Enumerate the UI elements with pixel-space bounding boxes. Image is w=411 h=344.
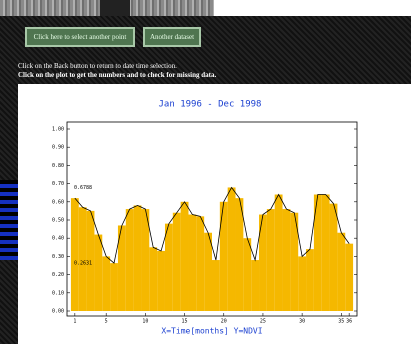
y-tick-label: 0.90 bbox=[52, 145, 64, 151]
bar bbox=[126, 209, 134, 311]
bar bbox=[134, 205, 142, 311]
bar bbox=[173, 213, 181, 311]
chart: Jan 1996 - Dec 1998 X=Time[months] Y=NDV… bbox=[0, 0, 411, 344]
bar bbox=[212, 260, 220, 311]
y-tick-label: 0.00 bbox=[52, 309, 64, 315]
bar bbox=[228, 187, 236, 311]
extreme-label: 0.2631 bbox=[74, 261, 92, 267]
x-axis-label: X=Time[months] Y=NDVI bbox=[161, 327, 262, 336]
bar bbox=[220, 202, 228, 311]
page: Click here to select another point Anoth… bbox=[0, 0, 411, 344]
y-tick-label: 0.40 bbox=[52, 236, 64, 242]
bar bbox=[337, 233, 345, 311]
chart-title: Jan 1996 - Dec 1998 bbox=[159, 100, 262, 110]
bar bbox=[236, 198, 244, 311]
bar bbox=[149, 247, 157, 311]
bar bbox=[110, 263, 118, 311]
bar bbox=[165, 224, 173, 311]
bar bbox=[306, 249, 314, 311]
y-tick-label: 0.20 bbox=[52, 272, 64, 278]
x-tick-label: 36 bbox=[346, 319, 352, 325]
bar bbox=[243, 238, 251, 311]
bar bbox=[322, 195, 330, 311]
bar bbox=[283, 209, 291, 311]
bar bbox=[275, 195, 283, 311]
x-tick-label: 15 bbox=[182, 319, 188, 325]
x-tick-label: 10 bbox=[142, 319, 148, 325]
bar bbox=[79, 207, 87, 311]
x-tick-label: 25 bbox=[260, 319, 266, 325]
bar bbox=[251, 260, 259, 311]
bar bbox=[102, 256, 110, 311]
y-tick-label: 1.00 bbox=[52, 127, 64, 133]
bar bbox=[345, 244, 353, 311]
bar bbox=[188, 215, 196, 311]
y-tick-label: 0.50 bbox=[52, 218, 64, 224]
bar bbox=[196, 216, 204, 311]
bar bbox=[330, 204, 338, 311]
bar bbox=[181, 202, 189, 311]
x-tick-label: 30 bbox=[299, 319, 305, 325]
bar bbox=[71, 198, 79, 311]
y-tick-label: 0.60 bbox=[52, 199, 64, 205]
y-tick-label: 0.80 bbox=[52, 163, 64, 169]
extreme-label: 0.6788 bbox=[74, 185, 92, 191]
bar bbox=[267, 209, 275, 311]
x-tick-label: 20 bbox=[221, 319, 227, 325]
y-tick-label: 0.30 bbox=[52, 254, 64, 260]
bar bbox=[157, 251, 165, 311]
x-tick-label: 1 bbox=[73, 319, 76, 325]
x-tick-label: 35 bbox=[338, 319, 344, 325]
bar bbox=[298, 256, 306, 311]
y-tick-label: 0.70 bbox=[52, 181, 64, 187]
x-tick-label: 5 bbox=[105, 319, 108, 325]
y-tick-label: 0.10 bbox=[52, 290, 64, 296]
bar bbox=[94, 235, 102, 311]
bar bbox=[204, 233, 212, 311]
